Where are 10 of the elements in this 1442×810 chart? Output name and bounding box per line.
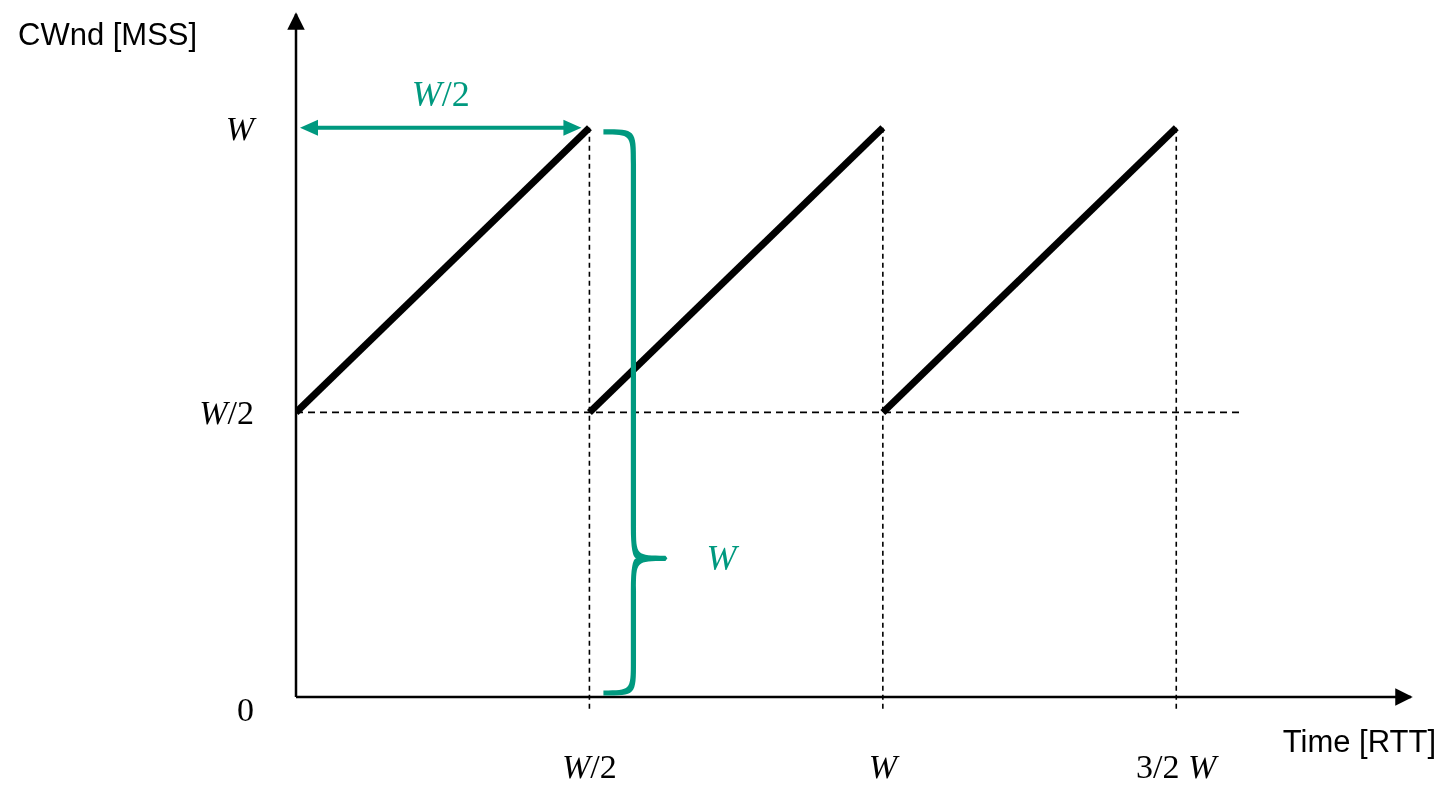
x-axis-title: Time [RTT]	[1282, 724, 1436, 759]
y-axis-title: CWnd [MSS]	[18, 17, 198, 52]
text: W/2	[411, 73, 470, 114]
text: W	[225, 109, 257, 147]
text: 0	[237, 690, 254, 728]
x-tick-label: W	[868, 747, 900, 785]
ref-line-label: W/2	[199, 393, 254, 431]
x-tick-label: 3/2 W	[1136, 747, 1220, 785]
x-tick-label: W/2	[562, 747, 617, 785]
annotation: W	[706, 538, 740, 579]
